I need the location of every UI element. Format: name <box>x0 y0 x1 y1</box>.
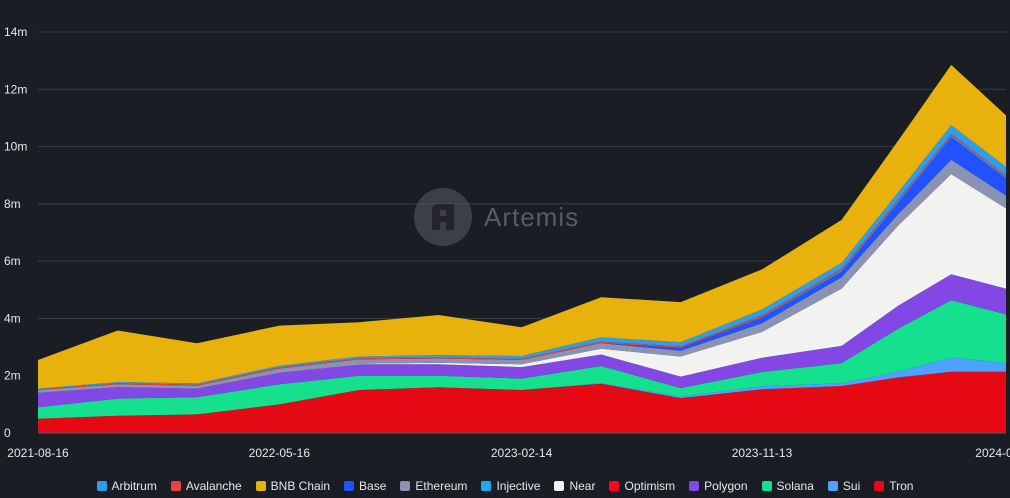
x-tick-label: 2022-05-16 <box>249 446 311 460</box>
legend-item[interactable]: Avalanche <box>170 479 242 493</box>
legend-item[interactable]: Base <box>344 479 386 493</box>
legend-item[interactable]: Solana <box>761 479 814 493</box>
legend-swatch <box>761 481 772 491</box>
y-tick-label: 12m <box>4 82 27 96</box>
watermark-text: Artemis <box>484 201 580 232</box>
x-tick-label: 2021-08-16 <box>7 446 69 460</box>
legend-item[interactable]: Tron <box>874 479 913 493</box>
x-tick-label: 2024-08-15 <box>975 446 1010 460</box>
chart-legend: Arbitrum Avalanche BNB Chain Base Ethereum In… <box>0 476 1010 496</box>
legend-swatch <box>689 481 700 491</box>
legend-label: Base <box>359 479 387 493</box>
y-tick-label: 14m <box>4 25 27 39</box>
legend-item[interactable]: Injective <box>481 479 540 493</box>
legend-label: Arbitrum <box>111 479 157 493</box>
series-area-solana <box>38 300 1006 419</box>
legend-label: Polygon <box>704 479 748 493</box>
legend-swatch <box>96 481 107 491</box>
legend-swatch <box>170 481 181 491</box>
legend-swatch <box>400 481 411 491</box>
x-tick-label: 2023-02-14 <box>491 446 553 460</box>
legend-swatch <box>481 481 492 491</box>
legend-label: Tron <box>889 479 914 493</box>
legend-swatch <box>609 481 620 491</box>
watermark: Artemis <box>414 188 579 246</box>
legend-item[interactable]: Near <box>554 479 595 493</box>
legend-swatch <box>874 481 885 491</box>
legend-item[interactable]: BNB Chain <box>255 479 331 493</box>
y-tick-label: 6m <box>4 254 21 268</box>
legend-label: Near <box>569 479 596 493</box>
legend-label: BNB Chain <box>270 479 331 493</box>
series-area-optimism <box>38 371 1006 419</box>
legend-item[interactable]: Optimism <box>609 479 675 493</box>
legend-swatch <box>255 481 266 491</box>
legend-item[interactable]: Arbitrum <box>96 479 157 493</box>
legend-label: Avalanche <box>185 479 242 493</box>
legend-item[interactable]: Ethereum <box>400 479 467 493</box>
series-area-polygon <box>38 274 1006 408</box>
legend-item[interactable]: Sui <box>827 479 861 493</box>
y-tick-label: 4m <box>4 311 21 325</box>
legend-label: Optimism <box>624 479 676 493</box>
legend-label: Injective <box>496 479 541 493</box>
artemis-logo-icon <box>414 188 472 246</box>
legend-label: Ethereum <box>415 479 468 493</box>
legend-swatch <box>344 481 355 491</box>
chart-plot: 0 2m 4m 6m 8m 10m 12m 14m 2021-08-16 2022-05-16 20… <box>4 25 1010 460</box>
y-tick-label: 8m <box>4 197 21 211</box>
series-area-tron <box>38 372 1006 433</box>
legend-label: Sui <box>842 479 861 493</box>
legend-label: Solana <box>776 479 814 493</box>
series-area-near <box>38 174 1006 393</box>
legend-swatch <box>827 481 838 491</box>
y-tick-label: 0 <box>4 426 11 440</box>
y-tick-label: 10m <box>4 140 27 154</box>
legend-item[interactable]: Polygon <box>689 479 748 493</box>
series-area-bnb-chain <box>38 64 1006 389</box>
y-tick-label: 2m <box>4 369 21 383</box>
legend-swatch <box>554 481 565 491</box>
x-tick-label: 2023-11-13 <box>732 446 793 460</box>
